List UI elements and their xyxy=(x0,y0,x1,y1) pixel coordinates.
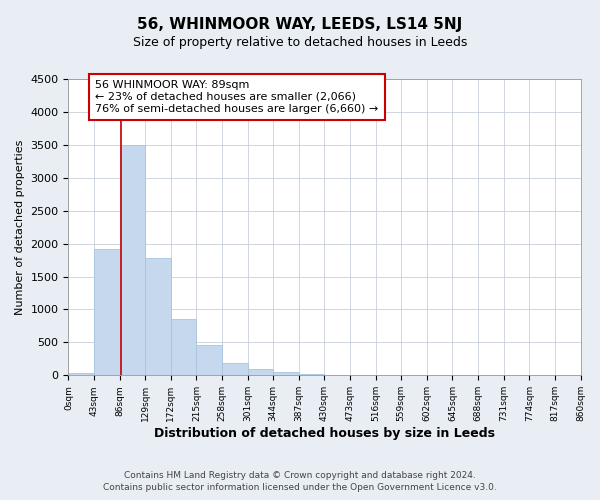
Bar xyxy=(94,249,119,376)
Text: Size of property relative to detached houses in Leeds: Size of property relative to detached ho… xyxy=(133,36,467,49)
X-axis label: Distribution of detached houses by size in Leeds: Distribution of detached houses by size … xyxy=(154,427,495,440)
Bar xyxy=(222,363,248,376)
Bar xyxy=(171,320,196,376)
Text: 56, WHINMOOR WAY, LEEDS, LS14 5NJ: 56, WHINMOOR WAY, LEEDS, LS14 5NJ xyxy=(137,18,463,32)
Y-axis label: Number of detached properties: Number of detached properties xyxy=(15,140,25,315)
Text: Contains public sector information licensed under the Open Government Licence v3: Contains public sector information licen… xyxy=(103,483,497,492)
Bar xyxy=(145,258,171,376)
Bar xyxy=(299,374,325,376)
Bar xyxy=(68,374,94,376)
Bar xyxy=(273,372,299,376)
Bar xyxy=(248,370,273,376)
Text: Contains HM Land Registry data © Crown copyright and database right 2024.: Contains HM Land Registry data © Crown c… xyxy=(124,472,476,480)
Text: 56 WHINMOOR WAY: 89sqm
← 23% of detached houses are smaller (2,066)
76% of semi-: 56 WHINMOOR WAY: 89sqm ← 23% of detached… xyxy=(95,80,379,114)
Bar xyxy=(196,345,222,376)
Bar xyxy=(119,145,145,376)
